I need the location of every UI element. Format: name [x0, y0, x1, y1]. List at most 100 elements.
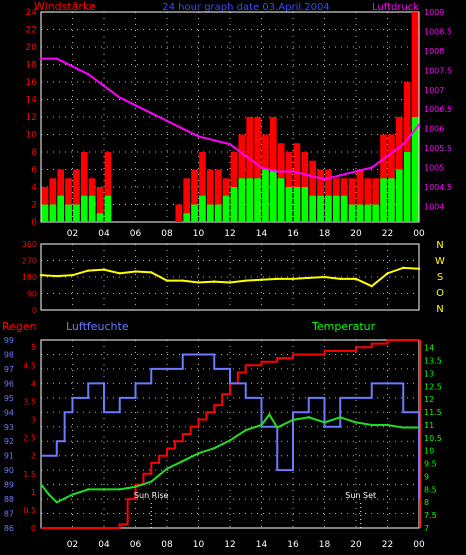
wind-avg-bar [214, 204, 222, 222]
wind-avg-bar [340, 195, 348, 222]
pressure-point [55, 57, 58, 60]
wind-avg-bar [262, 169, 269, 222]
pressure-tick-label: 1004 [424, 202, 444, 211]
direction-point [134, 270, 137, 273]
temperature-point [55, 501, 58, 504]
temperature-point [213, 446, 216, 450]
wind-avg-bar [104, 195, 112, 222]
temperature-point [134, 485, 137, 488]
temperature-point [87, 488, 90, 491]
wind-gust-bar [246, 117, 254, 222]
wind-avg-bar [96, 213, 104, 222]
temperature-point [339, 416, 342, 419]
p3-hour-tick: 12 [224, 540, 235, 550]
p1-hour-tick: 20 [350, 229, 362, 239]
wind-gust-bar [364, 178, 372, 222]
temperature-point [244, 428, 247, 432]
temperature-tick-label: 13 [424, 369, 434, 378]
rain-line [41, 339, 419, 529]
direction-point [71, 273, 74, 277]
temperature-tick-label: 8.5 [424, 485, 437, 494]
pressure-point [354, 170, 358, 173]
temperature-tick-label: 12.5 [424, 382, 442, 391]
wind-tick-label: 22 [26, 26, 37, 36]
chart-title: 24 hour graph date 03.April.2004 [162, 2, 330, 13]
p3-hour-tick: 10 [193, 540, 205, 550]
temperature-point [268, 413, 271, 416]
direction-point [386, 272, 389, 275]
direction-point [213, 280, 216, 283]
pressure-point [370, 166, 373, 169]
temperature-point [71, 493, 74, 496]
p1-hour-tick: 18 [319, 229, 331, 239]
wind-avg-bar [325, 195, 332, 222]
temperature-tick-label: 11.5 [424, 408, 442, 417]
wind-gust-bar [80, 152, 88, 222]
wind-avg-bar [309, 195, 317, 222]
temperature-tick-label: 12 [424, 395, 434, 404]
wind-axis-title: Windstärke [34, 0, 96, 13]
direction-point [291, 277, 295, 281]
p1-hour-tick: 16 [287, 229, 299, 239]
humidity-tick-label: 88 [4, 495, 14, 504]
temperature-tick-label: 7 [424, 524, 429, 533]
rain-tick-label: 4.5 [23, 361, 36, 370]
direction-point [339, 277, 342, 281]
p3-hour-tick: 04 [98, 540, 110, 550]
pressure-point [150, 111, 153, 115]
compass-label: W [435, 256, 445, 267]
rain-tick-label: 1.5 [23, 470, 36, 479]
sun-event-label: Sun Set [345, 491, 376, 500]
humidity-tick-label: 90 [4, 466, 14, 475]
wind-avg-bar [388, 178, 395, 222]
humidity-tick-label: 89 [4, 481, 14, 490]
direction-point [181, 279, 184, 282]
p1-hour-tick: 08 [161, 229, 173, 239]
wind-gust-bar [49, 178, 57, 222]
pressure-point [276, 170, 279, 173]
direction-tick-label: 360 [22, 240, 37, 249]
temperature-tick-label: 8 [424, 498, 429, 507]
wind-avg-bar [254, 178, 261, 222]
direction-point [197, 281, 200, 284]
compass-label: S [437, 272, 443, 283]
wind-tick-label: 4 [31, 183, 37, 193]
pressure-tick-label: 1007.5 [424, 66, 452, 75]
wind-avg-bar [285, 187, 293, 222]
pressure-tick-label: 1007 [424, 86, 444, 95]
wind-tick-label: 6 [31, 166, 37, 176]
pressure-point [417, 123, 421, 126]
rain-tick-label: 5 [31, 343, 36, 352]
temperature-point [402, 426, 405, 429]
wind-avg-bar [222, 195, 230, 222]
temperature-point [39, 483, 43, 486]
wind-tick-label: 14 [26, 96, 38, 106]
direction-point [307, 276, 310, 280]
wind-gust-bar [348, 178, 356, 222]
rain-tick-label: 2.5 [23, 434, 36, 443]
wind-gust-bar [175, 204, 183, 222]
temperature-point [354, 421, 358, 424]
wind-tick-label: 18 [26, 61, 38, 71]
pressure-tick-label: 1008.5 [424, 27, 452, 36]
pressure-point [71, 65, 74, 68]
wind-gust-bar [254, 117, 261, 222]
temperature-point [260, 423, 263, 427]
pressure-tick-label: 1005 [424, 164, 444, 173]
wind-avg-bar [183, 213, 191, 222]
humidity-tick-label: 86 [4, 524, 14, 533]
p1-hour-tick: 12 [224, 229, 235, 239]
wind-avg-bar [332, 195, 340, 222]
wind-tick-label: 2 [31, 201, 37, 211]
pressure-tick-label: 1006 [424, 125, 444, 134]
pressure-tick-label: 1006.5 [424, 105, 452, 114]
p1-hour-tick: 06 [130, 229, 142, 239]
direction-point [102, 268, 106, 271]
sun-event-label: Sun Rise [134, 491, 169, 500]
humidity-tick-label: 93 [4, 423, 14, 432]
humidity-tick-label: 98 [4, 350, 14, 359]
pressure-tick-label: 1008 [424, 47, 444, 56]
wind-gust-bar [104, 152, 112, 222]
